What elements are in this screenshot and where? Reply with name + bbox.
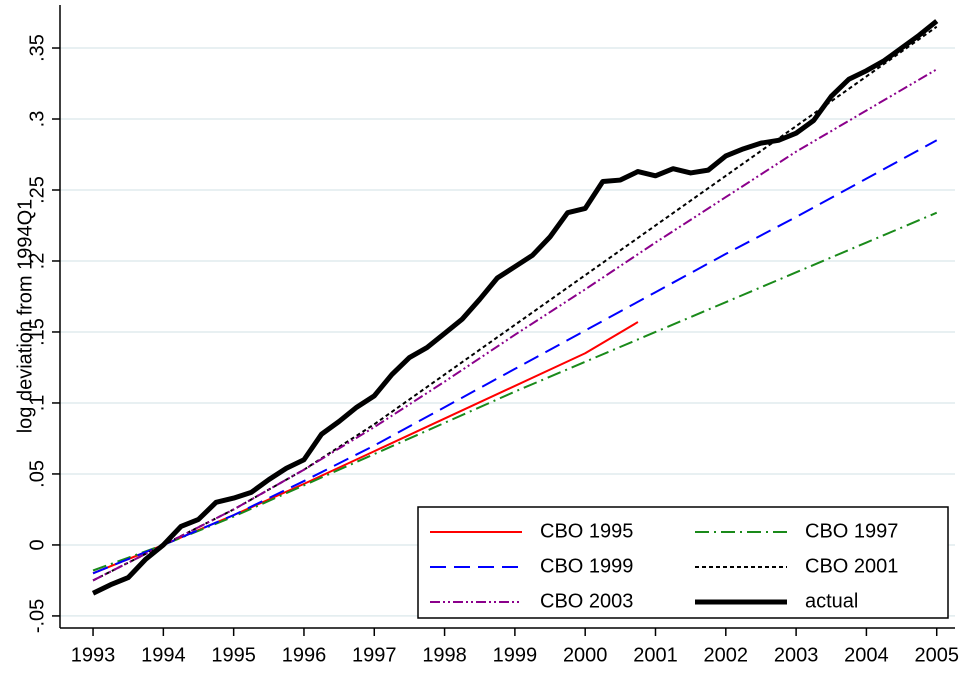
x-tick-label: 2004 (844, 644, 889, 666)
series-line (92, 211, 938, 572)
x-tick-label: 2003 (774, 644, 819, 666)
legend-label: CBO 2003 (540, 590, 633, 612)
y-tick-label: .1 (26, 395, 48, 412)
x-tick-label: 1998 (422, 644, 467, 666)
x-tick-label: 2005 (914, 644, 959, 666)
x-tick-label: 2000 (563, 644, 608, 666)
y-axis-label: log deviation from 1994Q1 (14, 199, 36, 434)
x-tick-label: 1997 (352, 644, 397, 666)
x-tick-label: 1996 (282, 644, 327, 666)
y-tick-label: .15 (26, 318, 48, 346)
legend-label: CBO 1995 (540, 520, 633, 542)
legend-label: CBO 1999 (540, 555, 633, 577)
y-tick-label: -.05 (26, 599, 48, 633)
x-tick-label: 1994 (141, 644, 186, 666)
series-line (92, 25, 938, 582)
y-tick-label: .35 (26, 34, 48, 62)
y-tick-label: 0 (26, 539, 48, 550)
x-tick-label: 1995 (211, 644, 256, 666)
series-line (92, 68, 938, 582)
legend-box (417, 506, 949, 619)
x-tick-label: 1993 (71, 644, 116, 666)
y-tick-label: .05 (26, 460, 48, 488)
y-tick-label: .25 (26, 176, 48, 204)
x-tick-label: 2001 (633, 644, 678, 666)
legend-label: actual (805, 590, 858, 612)
series-line (92, 139, 938, 575)
legend-label: CBO 1997 (805, 520, 898, 542)
x-tick-label: 2002 (704, 644, 749, 666)
series-line (91, 19, 939, 596)
y-tick-label: .2 (26, 253, 48, 270)
x-tick-label: 1999 (493, 644, 538, 666)
legend-label: CBO 2001 (805, 555, 898, 577)
y-tick-label: .3 (26, 111, 48, 128)
